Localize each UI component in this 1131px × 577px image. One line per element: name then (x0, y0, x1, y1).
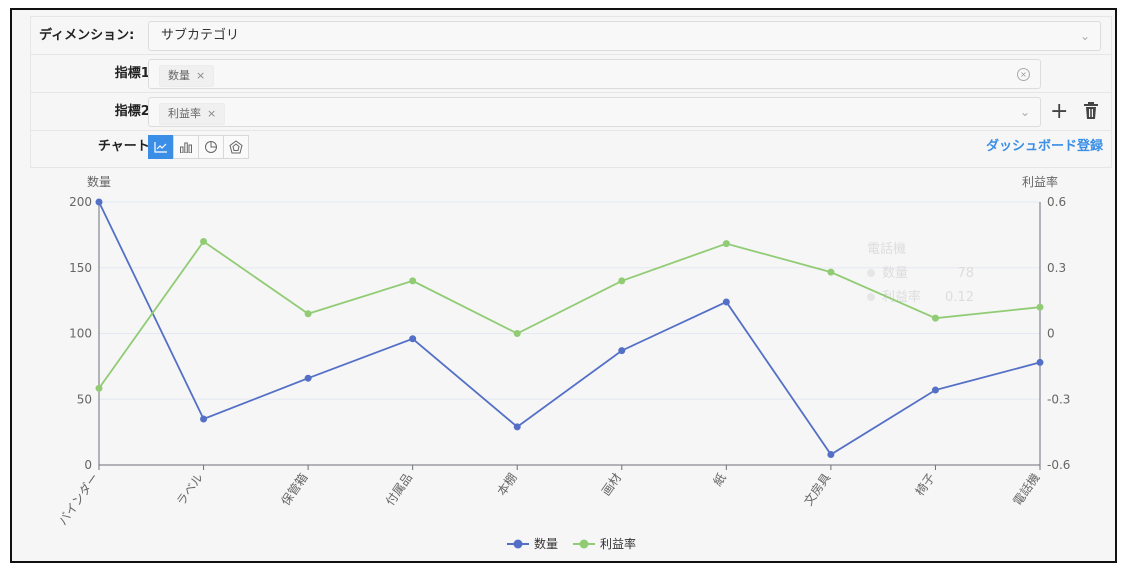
data-point (722, 240, 730, 248)
dashboard-register-link[interactable]: ダッシュボード登録 (985, 139, 1103, 154)
chart-type-label: チャート: (97, 139, 155, 154)
radar-chart-button[interactable] (223, 135, 249, 159)
data-point (1036, 358, 1044, 366)
line-chart-button[interactable] (148, 135, 174, 159)
chevron-down-icon: ⌄ (1019, 105, 1030, 119)
tooltip-title: 電話機 (867, 241, 906, 257)
query-form: ディメンション: サブカテゴリ ⌄ 指標1: 数量 × × 指標2: 利益率 × ⌄… (30, 16, 1112, 168)
legend-label: 数量 (534, 536, 558, 551)
y-left-tick-label: 100 (69, 327, 92, 341)
data-point (618, 277, 626, 285)
chart-type-row: チャート: ダッシュボード登録 (31, 131, 1111, 169)
trash-icon[interactable] (1083, 102, 1099, 120)
y-left-axis-title: 数量 (87, 174, 111, 189)
data-point (827, 268, 835, 276)
metric1-select[interactable]: 数量 × × (148, 59, 1041, 89)
metric1-tag-label: 数量 (168, 69, 190, 82)
data-point (304, 310, 312, 318)
legend-label: 利益率 (600, 536, 636, 551)
data-point (95, 198, 103, 206)
y-right-tick-label: -0.6 (1047, 458, 1070, 472)
x-category-label: 紙 (710, 470, 729, 488)
legend-marker (513, 539, 523, 549)
bar-chart-icon (180, 142, 192, 153)
metric2-select[interactable]: 利益率 × ⌄ (148, 97, 1041, 127)
clear-icon[interactable]: × (1017, 68, 1030, 81)
pie-chart-icon (205, 141, 217, 153)
x-category-label: 本棚 (494, 470, 520, 498)
tooltip-series-name: 利益率 (882, 289, 921, 305)
x-category-label: ラベル (174, 471, 206, 509)
data-point (827, 450, 835, 458)
legend-marker (579, 539, 589, 549)
dimension-value: サブカテゴリ (161, 28, 240, 43)
dimension-select[interactable]: サブカテゴリ ⌄ (148, 21, 1101, 51)
data-point (409, 335, 417, 343)
data-point (513, 423, 521, 431)
data-point (200, 237, 208, 245)
y-left-tick-label: 0 (84, 458, 92, 472)
data-point (95, 384, 103, 392)
chevron-down-icon: ⌄ (1079, 29, 1090, 43)
dimension-label: ディメンション: (39, 28, 135, 43)
metric2-label: 指標2: (114, 104, 155, 119)
y-right-tick-label: 0.3 (1047, 261, 1066, 275)
data-point (1036, 303, 1044, 311)
data-point (931, 314, 939, 322)
metric2-row: 指標2: 利益率 × ⌄ + (31, 93, 1111, 131)
tag-close-icon[interactable]: × (196, 69, 206, 82)
dimension-row: ディメンション: サブカテゴリ ⌄ (31, 17, 1111, 55)
metric1-label: 指標1: (114, 66, 155, 81)
y-left-tick-label: 50 (77, 392, 92, 406)
y-left-tick-label: 150 (69, 261, 92, 275)
series-line (98, 201, 1041, 456)
tooltip-marker (867, 269, 875, 277)
series-line (98, 240, 1041, 389)
line-chart-icon (154, 142, 167, 153)
tooltip-value: 0.12 (945, 290, 974, 305)
x-category-label: 椅子 (913, 471, 938, 499)
x-category-label: 電話機 (1010, 470, 1043, 508)
data-point (931, 386, 939, 394)
metric2-tag-label: 利益率 (168, 107, 201, 120)
tag-close-icon[interactable]: × (207, 107, 217, 120)
tooltip-series-name: 数量 (882, 266, 908, 281)
metric1-row: 指標1: 数量 × × (31, 55, 1111, 93)
radar-chart-icon (229, 140, 243, 154)
chart-type-group (148, 135, 249, 159)
data-point (304, 374, 312, 382)
x-category-label: 保管箱 (278, 470, 311, 508)
x-category-label: 文房具 (800, 470, 833, 508)
metric1-tag[interactable]: 数量 × (159, 65, 215, 87)
y-left-tick-label: 200 (69, 195, 92, 209)
data-point (200, 415, 208, 423)
tooltip-marker (867, 293, 875, 301)
y-right-tick-label: -0.3 (1047, 392, 1070, 406)
data-point (618, 347, 626, 355)
metric2-tag[interactable]: 利益率 × (159, 103, 226, 125)
tooltip-value: 78 (957, 266, 974, 281)
x-category-label: 付属品 (383, 471, 415, 509)
pie-chart-button[interactable] (198, 135, 224, 159)
data-point (409, 277, 417, 285)
y-right-axis-title: 利益率 (1022, 174, 1058, 189)
x-category-label: 画材 (599, 471, 624, 499)
data-point (722, 298, 730, 306)
data-point (513, 330, 521, 337)
plus-icon[interactable]: + (1050, 99, 1069, 124)
x-category-label: バインダー (55, 470, 102, 528)
y-right-tick-label: 0.6 (1047, 195, 1066, 209)
y-right-tick-label: 0 (1047, 327, 1055, 341)
chart-panel: ディメンション: サブカテゴリ ⌄ 指標1: 数量 × × 指標2: 利益率 × ⌄… (10, 8, 1117, 563)
